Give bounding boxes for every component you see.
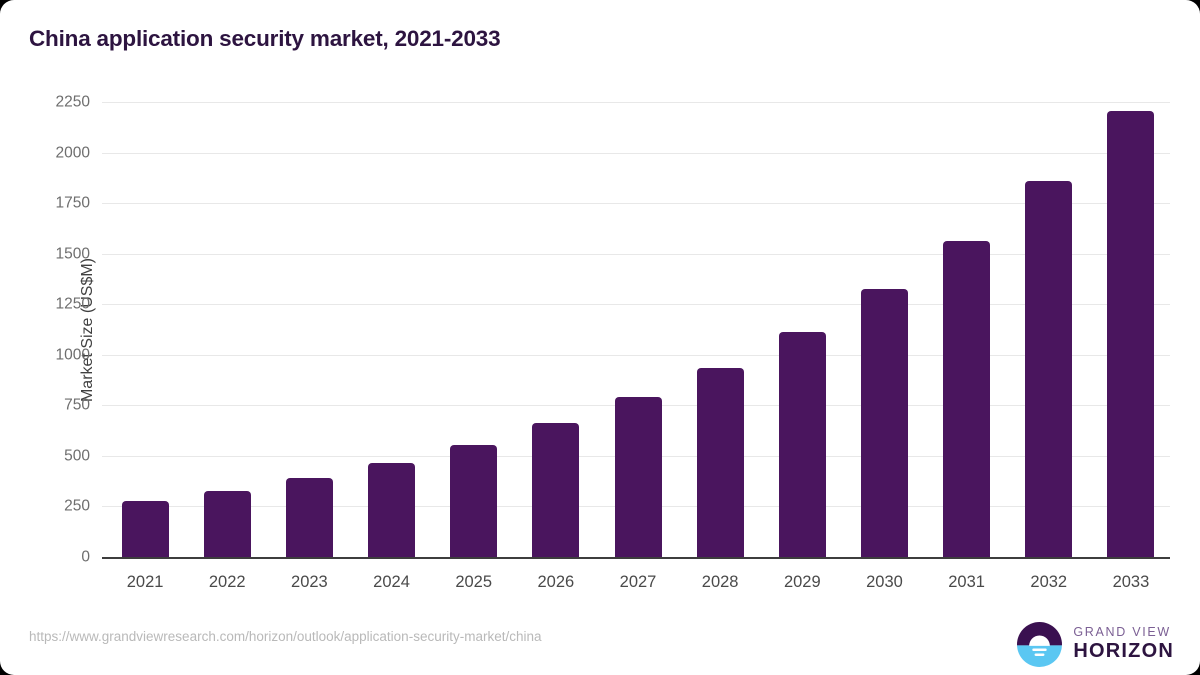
x-tick-label-2029: 2029 xyxy=(783,573,821,591)
y-tick-label: 750 xyxy=(64,396,90,414)
plot-area: Market Size (US$M) 0 250 500 750 1000 1250 150… xyxy=(56,94,1170,590)
y-tick-label: 2250 xyxy=(55,93,90,111)
bar-2022[interactable] xyxy=(203,491,251,557)
bar-2033[interactable] xyxy=(1107,111,1155,557)
x-tick-label-2032: 2032 xyxy=(1030,573,1068,591)
brand-text: GRAND VIEW HORIZON xyxy=(1073,625,1174,662)
gridline xyxy=(102,253,1170,255)
brand-logo[interactable]: GRAND VIEW HORIZON xyxy=(1017,620,1174,668)
brand-line-2: HORIZON xyxy=(1073,639,1174,662)
bar-2029[interactable] xyxy=(778,331,826,557)
y-tick-label: 500 xyxy=(64,447,90,465)
bar-2024[interactable] xyxy=(368,462,416,557)
y-tick-label: 2000 xyxy=(55,143,90,161)
x-tick-label-2023: 2023 xyxy=(291,573,328,591)
x-tick-label-2033: 2033 xyxy=(1112,573,1150,591)
bar-2026[interactable] xyxy=(532,422,580,557)
gridline xyxy=(102,304,1170,306)
bar-2028[interactable] xyxy=(696,367,744,557)
x-tick-label-2031: 2031 xyxy=(948,573,985,591)
y-tick-label: 1750 xyxy=(55,194,90,212)
x-tick-label-2025: 2025 xyxy=(455,573,493,591)
bar-2031[interactable] xyxy=(943,240,991,557)
y-tick-label: 1250 xyxy=(55,295,90,313)
brand-line-1: GRAND VIEW xyxy=(1073,625,1171,640)
gridline xyxy=(102,203,1170,205)
gridline xyxy=(102,102,1170,103)
y-tick-label: 0 xyxy=(81,548,90,566)
bar-2030[interactable] xyxy=(860,289,908,557)
source-url[interactable]: https://www.grandviewresearch.com/horizo… xyxy=(29,629,542,644)
bar-2032[interactable] xyxy=(1025,180,1073,557)
gridline xyxy=(102,152,1170,154)
horizon-sun-circle-icon xyxy=(1017,621,1063,667)
x-tick-label-2021: 2021 xyxy=(126,573,164,591)
page-title: China application security market, 2021-… xyxy=(29,26,501,51)
bar-2023[interactable] xyxy=(285,478,333,557)
x-tick-label-2024: 2024 xyxy=(373,573,410,591)
bar-2025[interactable] xyxy=(450,444,498,557)
y-tick-label: 250 xyxy=(64,497,90,515)
x-tick-label-2028: 2028 xyxy=(701,573,739,591)
y-tick-label: 1500 xyxy=(55,244,90,262)
x-tick-label-2026: 2026 xyxy=(537,573,575,591)
y-axis-title: Market Size (US$M) xyxy=(79,257,97,402)
x-tick-label-2030: 2030 xyxy=(866,573,903,591)
gridline xyxy=(102,354,1170,356)
x-axis-line xyxy=(102,557,1170,559)
x-tick-label-2027: 2027 xyxy=(619,573,657,591)
x-tick-label-2022: 2022 xyxy=(208,573,246,591)
bar-2027[interactable] xyxy=(614,397,662,557)
bar-2021[interactable] xyxy=(121,501,169,557)
y-tick-label: 1000 xyxy=(55,346,90,364)
